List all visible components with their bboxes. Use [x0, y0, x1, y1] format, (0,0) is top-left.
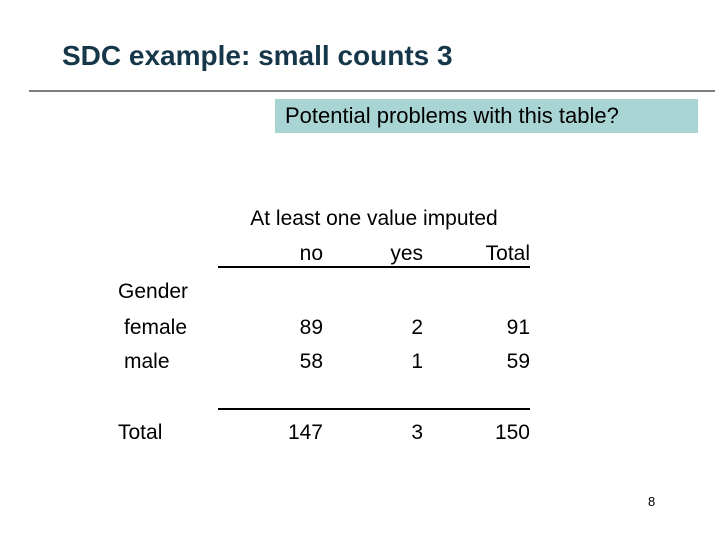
title-divider-line — [29, 90, 715, 92]
cell-male-no: 58 — [299, 350, 323, 373]
page-number: 8 — [648, 494, 656, 509]
cell-total-yes: 3 — [411, 421, 423, 444]
crosstab-table: At least one value imputed no yes Total … — [118, 206, 530, 446]
cell-male-yes: 1 — [411, 350, 423, 373]
total-rule-spacer — [118, 382, 218, 410]
column-header-yes: yes — [323, 242, 423, 268]
total-rule-line — [218, 382, 530, 410]
column-header-total: Total — [423, 242, 530, 268]
cell-female-total: 91 — [506, 316, 530, 339]
cell-male-total: 59 — [506, 350, 530, 373]
table-span-header: At least one value imputed — [250, 207, 498, 230]
table-corner-spacer — [118, 206, 218, 243]
cell-total-total: 150 — [494, 421, 530, 444]
row-group-label-gender: Gender — [118, 280, 189, 303]
column-header-spacer — [118, 243, 218, 268]
row-group-spacer — [218, 268, 530, 314]
cell-female-no: 89 — [299, 316, 323, 339]
slide-title: SDC example: small counts 3 — [62, 40, 453, 71]
cell-female-yes: 2 — [411, 316, 423, 339]
column-header-no: no — [218, 242, 323, 268]
row-label-total: Total — [118, 421, 163, 444]
callout-box: Potential problems with this table? — [275, 99, 698, 133]
cell-total-no: 147 — [287, 421, 323, 444]
row-label-male: male — [124, 350, 170, 373]
row-label-female: female — [124, 316, 188, 339]
